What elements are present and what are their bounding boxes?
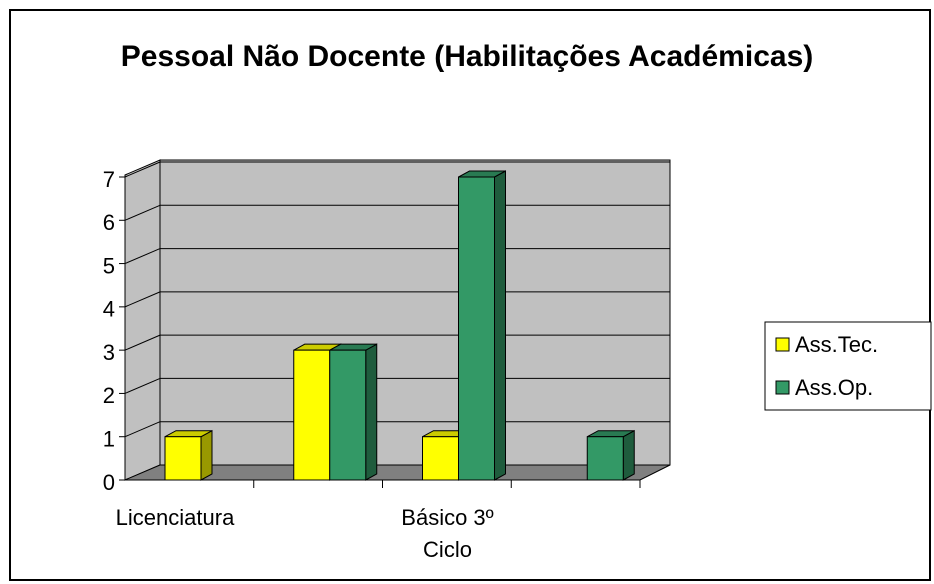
grid-line xyxy=(124,248,161,265)
grid-line xyxy=(124,334,161,351)
bar xyxy=(164,436,202,481)
bar-side xyxy=(622,429,635,481)
bar-side xyxy=(200,429,213,481)
y-tick-label: 5 xyxy=(103,253,115,278)
legend-swatch xyxy=(775,380,790,395)
y-tick-label: 6 xyxy=(103,210,115,235)
y-tick-label: 3 xyxy=(103,340,115,365)
grid-line xyxy=(124,161,161,178)
bar xyxy=(422,436,459,481)
bar-side xyxy=(494,170,506,481)
y-tick-label: 7 xyxy=(103,167,115,192)
bar xyxy=(293,349,331,481)
legend-label: Ass.Tec. xyxy=(795,332,878,357)
x-tick-label: Licenciatura xyxy=(115,505,235,530)
grid-line xyxy=(124,291,161,308)
bar xyxy=(458,176,495,481)
legend-swatch xyxy=(775,337,790,352)
y-tick-label: 4 xyxy=(103,297,115,322)
y-tick-label: 0 xyxy=(103,470,115,495)
grid-line xyxy=(124,377,161,394)
bar xyxy=(586,436,624,481)
grid-line xyxy=(124,204,161,221)
y-tick-label: 2 xyxy=(103,383,115,408)
bar-side xyxy=(365,343,378,481)
grid-line xyxy=(124,421,161,438)
y-tick-label: 1 xyxy=(103,427,115,452)
bar xyxy=(329,349,367,481)
legend-box xyxy=(764,321,932,411)
chart-title: Pessoal Não Docente (Habilitações Académ… xyxy=(120,40,814,73)
x-tick-label: Básico 3º Ciclo xyxy=(401,505,494,562)
legend-label: Ass.Op. xyxy=(795,375,873,400)
